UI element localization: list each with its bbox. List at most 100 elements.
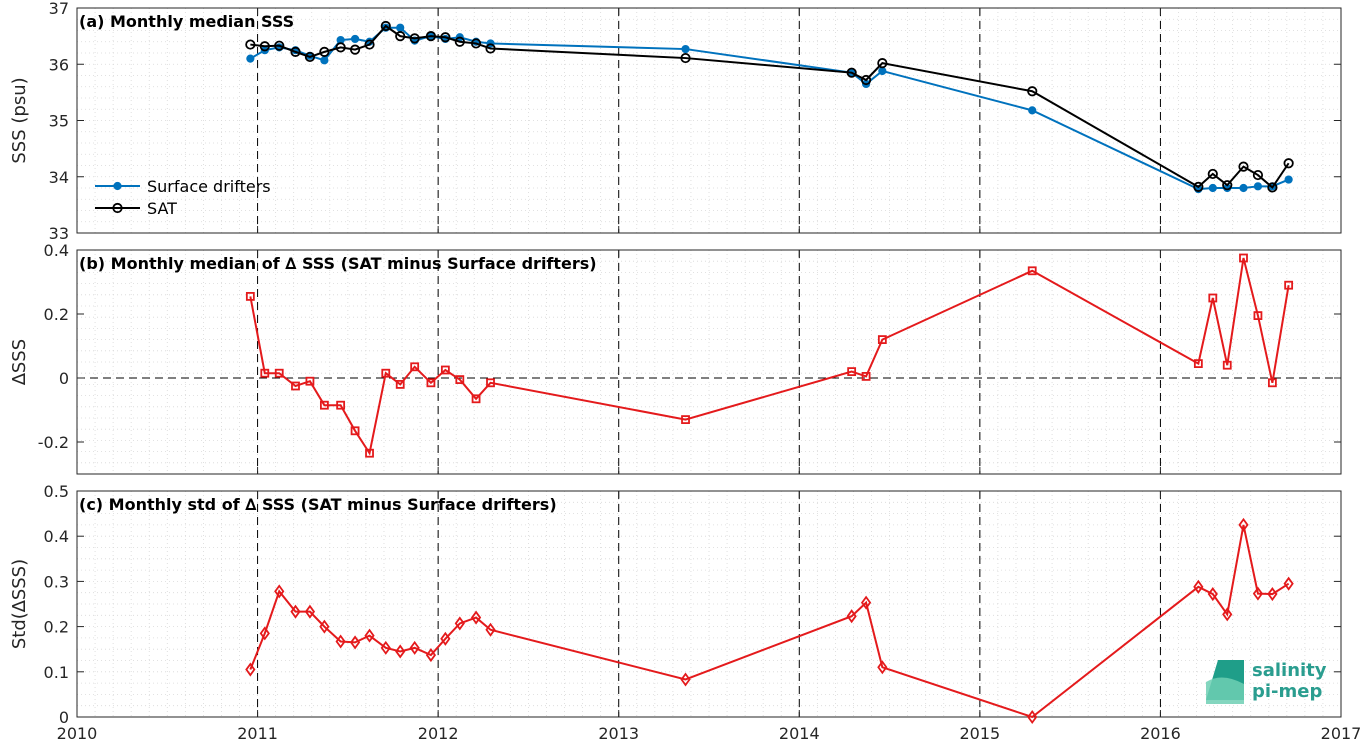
data-point bbox=[320, 56, 329, 65]
data-point bbox=[305, 376, 315, 386]
data-point bbox=[409, 640, 420, 655]
data-point bbox=[1193, 579, 1204, 594]
data-point bbox=[274, 584, 285, 599]
data-point bbox=[1238, 161, 1249, 172]
y-tick-label: 0.4 bbox=[44, 241, 69, 260]
data-point bbox=[364, 628, 375, 643]
y-tick-label: 0.2 bbox=[44, 618, 69, 637]
logo-wave-icon bbox=[1206, 677, 1244, 704]
axes-box bbox=[76, 490, 1342, 718]
x-tick-label: 2013 bbox=[598, 724, 639, 743]
data-point bbox=[396, 23, 405, 32]
data-point bbox=[395, 644, 406, 659]
data-point bbox=[877, 335, 887, 345]
data-point bbox=[861, 371, 871, 381]
data-point bbox=[425, 648, 437, 663]
data-point bbox=[1253, 311, 1263, 321]
data-point bbox=[410, 362, 420, 372]
data-point bbox=[291, 381, 300, 391]
data-point bbox=[1284, 280, 1294, 290]
data-point bbox=[846, 609, 857, 624]
data-point bbox=[846, 67, 857, 78]
logo-line1: salinity bbox=[1252, 660, 1327, 681]
data-point bbox=[274, 40, 285, 51]
data-point bbox=[860, 595, 872, 610]
axes-box bbox=[76, 249, 1342, 475]
data-point bbox=[454, 616, 465, 631]
data-point bbox=[349, 635, 361, 650]
data-point bbox=[259, 41, 270, 52]
series-line bbox=[250, 24, 1290, 189]
data-point bbox=[486, 378, 495, 388]
series-line bbox=[249, 524, 1290, 719]
data-point bbox=[425, 31, 437, 42]
legend-label: SAT bbox=[147, 199, 177, 218]
data-point bbox=[1028, 106, 1037, 115]
data-point bbox=[1208, 183, 1217, 193]
data-point bbox=[290, 604, 301, 619]
data-point bbox=[485, 622, 496, 637]
data-point bbox=[1207, 168, 1218, 180]
data-point bbox=[350, 426, 360, 436]
data-point bbox=[1193, 359, 1203, 369]
data-point bbox=[319, 46, 330, 57]
data-point bbox=[1253, 182, 1263, 191]
data-point bbox=[1252, 169, 1264, 181]
data-point bbox=[680, 672, 691, 687]
data-point bbox=[1267, 182, 1278, 193]
data-point bbox=[878, 66, 887, 76]
x-tick-label: 2014 bbox=[779, 724, 820, 743]
data-point bbox=[380, 20, 391, 32]
data-point bbox=[274, 368, 284, 378]
data-point bbox=[680, 52, 691, 64]
data-point bbox=[847, 367, 857, 377]
data-point bbox=[1252, 586, 1264, 601]
y-axis-label: ∆SSS bbox=[9, 339, 30, 386]
data-point bbox=[290, 46, 301, 57]
data-point bbox=[454, 36, 465, 47]
y-tick-label: 0.4 bbox=[44, 527, 69, 546]
legend-marker bbox=[113, 181, 122, 191]
series-sat bbox=[245, 20, 1294, 193]
logo-line2: pi-mep bbox=[1252, 681, 1322, 702]
y-axis-label: Std(∆SSS) bbox=[9, 559, 30, 649]
data-point bbox=[245, 39, 256, 50]
data-point bbox=[1238, 517, 1249, 532]
data-point bbox=[1207, 587, 1218, 602]
data-point bbox=[1239, 183, 1248, 193]
y-tick-label: 0.2 bbox=[44, 305, 69, 324]
y-tick-label: -0.2 bbox=[38, 433, 69, 452]
data-point bbox=[1027, 709, 1038, 725]
data-point bbox=[1222, 180, 1233, 191]
data-point bbox=[470, 610, 482, 625]
data-point bbox=[1208, 293, 1218, 303]
data-point bbox=[470, 38, 482, 49]
y-tick-label: 35 bbox=[49, 112, 69, 131]
legend-label: Surface drifters bbox=[147, 177, 271, 196]
data-point bbox=[304, 51, 316, 63]
panel-b: -0.2 0 0.2 0.4 ∆SSS (b) Monthly median of ∆ S… bbox=[9, 241, 1342, 475]
data-point bbox=[1239, 253, 1248, 263]
y-tick-label: 36 bbox=[49, 55, 69, 74]
data-point bbox=[1027, 86, 1038, 97]
data-point bbox=[877, 660, 888, 675]
panel-a: 33 34 35 36 37 SSS (psu) (a) Monthly median SS… bbox=[9, 0, 1342, 243]
data-point bbox=[245, 291, 255, 301]
legend: Surface drifters SAT bbox=[95, 177, 271, 218]
y-tick-label: 0.5 bbox=[44, 482, 69, 501]
series-surface-drifters bbox=[246, 23, 1293, 194]
data-point bbox=[365, 448, 374, 458]
data-point bbox=[455, 375, 465, 385]
grid bbox=[76, 490, 1342, 718]
data-point bbox=[1222, 607, 1233, 622]
y-tick-label: 0.1 bbox=[44, 663, 69, 682]
data-point bbox=[1222, 360, 1232, 370]
y-tick-label: 0 bbox=[59, 369, 69, 388]
data-point bbox=[260, 368, 270, 378]
data-point bbox=[440, 32, 451, 43]
data-point bbox=[1283, 158, 1294, 169]
series-line bbox=[249, 257, 1290, 456]
data-point bbox=[1283, 576, 1294, 591]
data-point bbox=[259, 626, 270, 641]
x-tick-label: 2011 bbox=[237, 724, 278, 743]
